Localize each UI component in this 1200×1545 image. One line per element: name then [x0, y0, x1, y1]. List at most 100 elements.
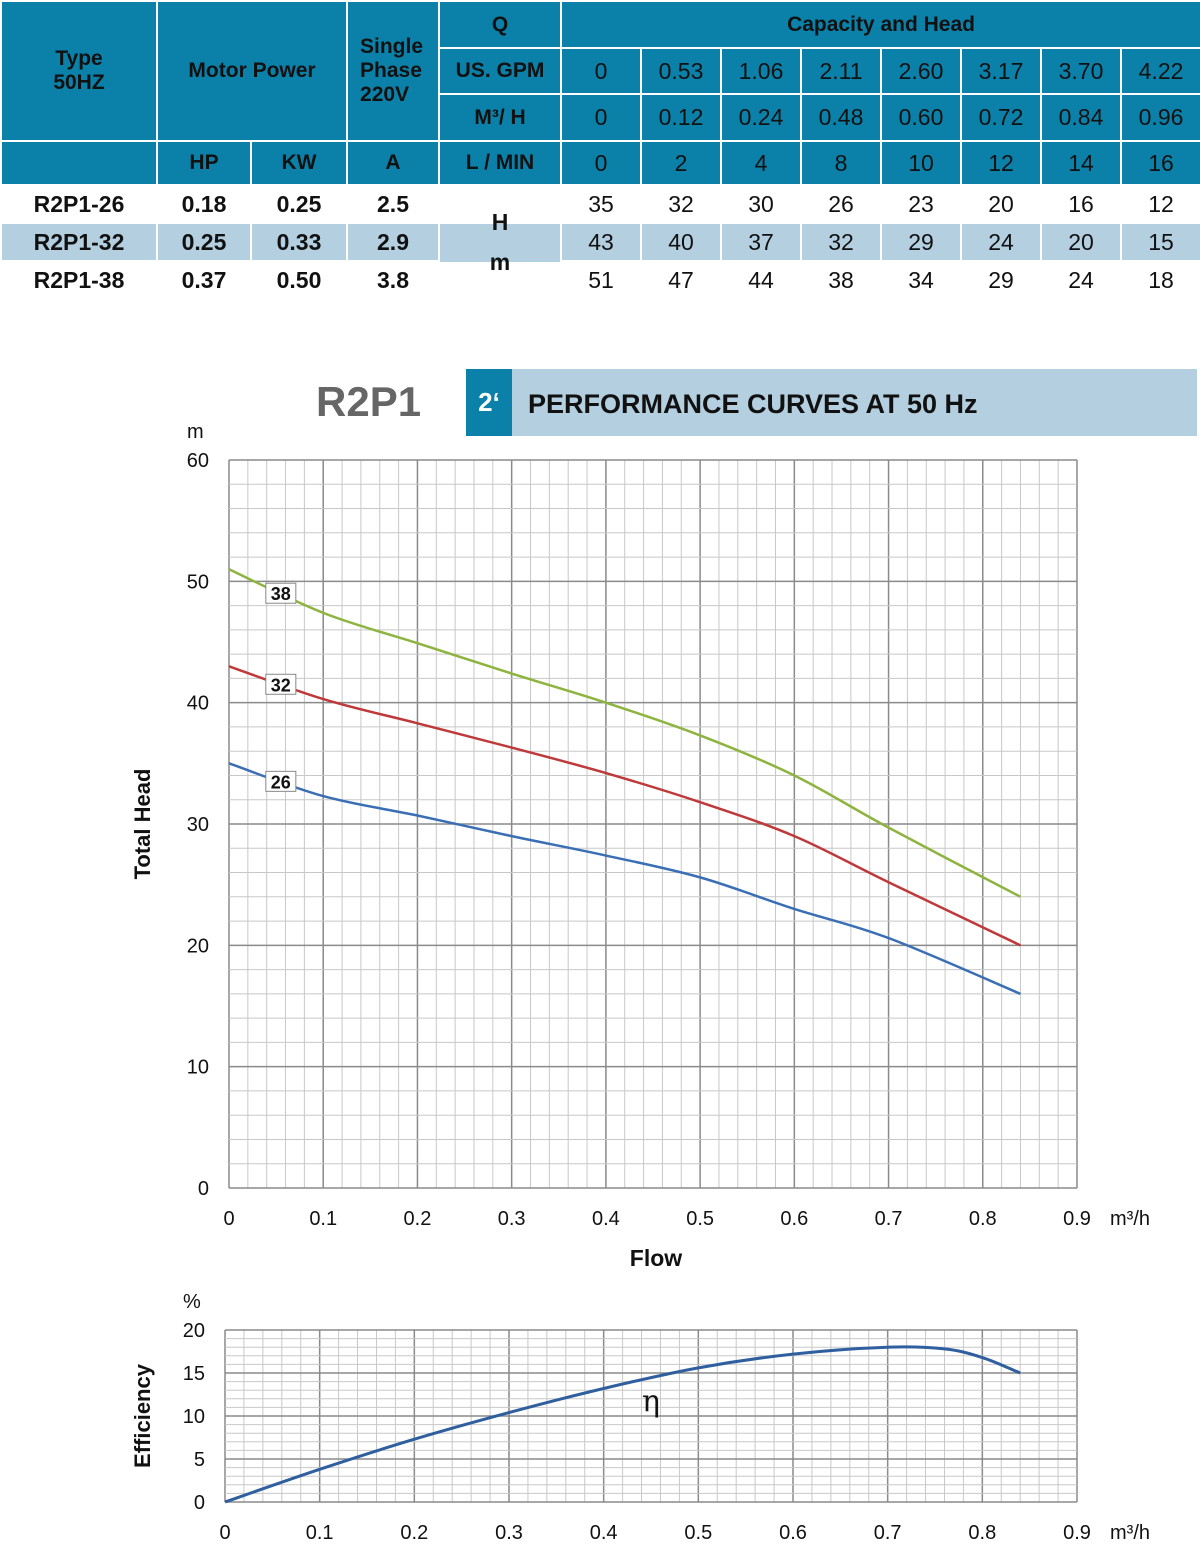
head-cell: 16	[1040, 184, 1123, 224]
kw-cell: 0.50	[249, 260, 349, 300]
spec-table: Type 50HZ Motor Power Single Phase 220V Q C…	[0, 0, 1200, 300]
head-cell: 30	[720, 184, 803, 224]
kw-header: KW	[249, 140, 349, 186]
hp-cell: 0.37	[156, 260, 252, 300]
size-badge: 2‘	[466, 369, 512, 436]
series-label-box	[265, 770, 297, 792]
x-tick-label: 0	[223, 1208, 234, 1230]
x-tick-label: 0.2	[400, 1522, 428, 1544]
voltage-label: 220V	[360, 83, 410, 106]
series-line-η	[224, 1345, 1021, 1504]
x-tick-label: 0.7	[875, 1208, 903, 1230]
y-tick-label: 10	[187, 1057, 209, 1079]
head-cell: 24	[960, 222, 1043, 262]
x-tick-label: 0.8	[969, 1208, 997, 1230]
m3h-value: 0.84	[1040, 93, 1123, 142]
type-cell: R2P1-26	[0, 184, 158, 224]
y-tick-label: 60	[187, 450, 209, 472]
m3h-value: 0.12	[640, 93, 723, 142]
y-tick-label: 20	[187, 935, 209, 957]
lmin-value: 4	[720, 140, 803, 186]
head-cell: 18	[1120, 260, 1200, 300]
m3h-value: 0.24	[720, 93, 803, 142]
x-tick-label: 0.8	[968, 1522, 996, 1544]
gpm-value: 2.60	[880, 47, 963, 95]
y-tick-label: 15	[183, 1363, 205, 1385]
series-line-32	[228, 665, 1022, 947]
x-tick-label: 0.5	[686, 1208, 714, 1230]
x-tick-label: 0.7	[874, 1522, 902, 1544]
kw-cell: 0.25	[249, 184, 349, 224]
gpm-value: 0.53	[640, 47, 723, 95]
hz-label: 50HZ	[53, 71, 105, 94]
gpm-value: 0	[560, 47, 643, 95]
type-label: Type	[55, 47, 103, 70]
h-label: H	[491, 209, 509, 235]
y-tick-label: 40	[187, 693, 209, 715]
m3h-value: 0.48	[800, 93, 883, 142]
head-cell: 43	[560, 222, 643, 262]
y-tick-label: 5	[194, 1449, 205, 1471]
x-tick-label: 0.4	[592, 1208, 620, 1230]
single-label: Single	[360, 35, 424, 58]
x-tick-label: 0.9	[1063, 1208, 1091, 1230]
m3h-value: 0.72	[960, 93, 1043, 142]
type-cell: R2P1-32	[0, 222, 158, 262]
x-tick-label: 0.6	[779, 1522, 807, 1544]
gpm-value: 4.22	[1120, 47, 1200, 95]
lmin-value: 14	[1040, 140, 1123, 186]
x-tick-label: 0.1	[309, 1208, 337, 1230]
gpm-value: 1.06	[720, 47, 803, 95]
m3h-value: 0	[560, 93, 643, 142]
motor-power-header: Motor Power	[155, 0, 349, 142]
lmin-value: 0	[560, 140, 643, 186]
head-cell: 24	[1040, 260, 1123, 300]
gpm-value: 3.70	[1040, 47, 1123, 95]
y-axis-label: Total Head	[130, 769, 155, 880]
head-cell: 40	[640, 222, 723, 262]
gpm-value: 2.11	[800, 47, 883, 95]
amp-cell: 3.8	[346, 260, 441, 300]
x-tick-label: 0.9	[1063, 1522, 1091, 1544]
series-line-38	[228, 568, 1022, 898]
series-line-26	[228, 762, 1021, 996]
x-tick-label: 0.1	[306, 1522, 334, 1544]
head-cell: 37	[720, 222, 803, 262]
series-label: 32	[271, 675, 291, 695]
x-tick-label: 0	[219, 1522, 230, 1544]
hp-header: HP	[156, 140, 252, 186]
capacity-head-header: Capacity and Head	[560, 0, 1200, 49]
x-tick-label: 0.5	[684, 1522, 712, 1544]
y-axis-label: Efficiency	[130, 1363, 155, 1468]
head-cell: 15	[1120, 222, 1200, 262]
m3h-label: M³/ H	[438, 93, 563, 142]
y-unit: m	[187, 421, 204, 443]
head-cell: 12	[1120, 184, 1200, 224]
type-header: Type 50HZ	[0, 0, 158, 142]
lmin-value: 10	[880, 140, 963, 186]
y-unit: %	[183, 1291, 201, 1313]
head-cell: 32	[800, 222, 883, 262]
series-label: 38	[271, 584, 291, 604]
gpm-value: 3.17	[960, 47, 1043, 95]
lmin-value: 12	[960, 140, 1043, 186]
kw-cell: 0.33	[249, 222, 349, 262]
lmin-value: 2	[640, 140, 723, 186]
m-label: m	[489, 249, 511, 275]
head-cell: 29	[960, 260, 1043, 300]
x-axis-label: Flow	[630, 1245, 682, 1271]
x-tick-label: 0.6	[780, 1208, 808, 1230]
title-band: 2‘ PERFORMANCE CURVES AT 50 Hz	[466, 369, 1197, 436]
y-tick-label: 50	[187, 571, 209, 593]
head-cell: 34	[880, 260, 963, 300]
eta-annotation: η	[642, 1385, 660, 1420]
head-cell: 26	[800, 184, 883, 224]
table-row: R2P1-38 0.37 0.50 3.8 51 47 44 38 34 29 24 18	[0, 260, 1200, 300]
x-unit: m³/h	[1110, 1522, 1150, 1544]
lmin-value: 8	[800, 140, 883, 186]
amp-header: A	[346, 140, 441, 186]
head-cell: 32	[640, 184, 723, 224]
amp-cell: 2.9	[346, 222, 441, 262]
